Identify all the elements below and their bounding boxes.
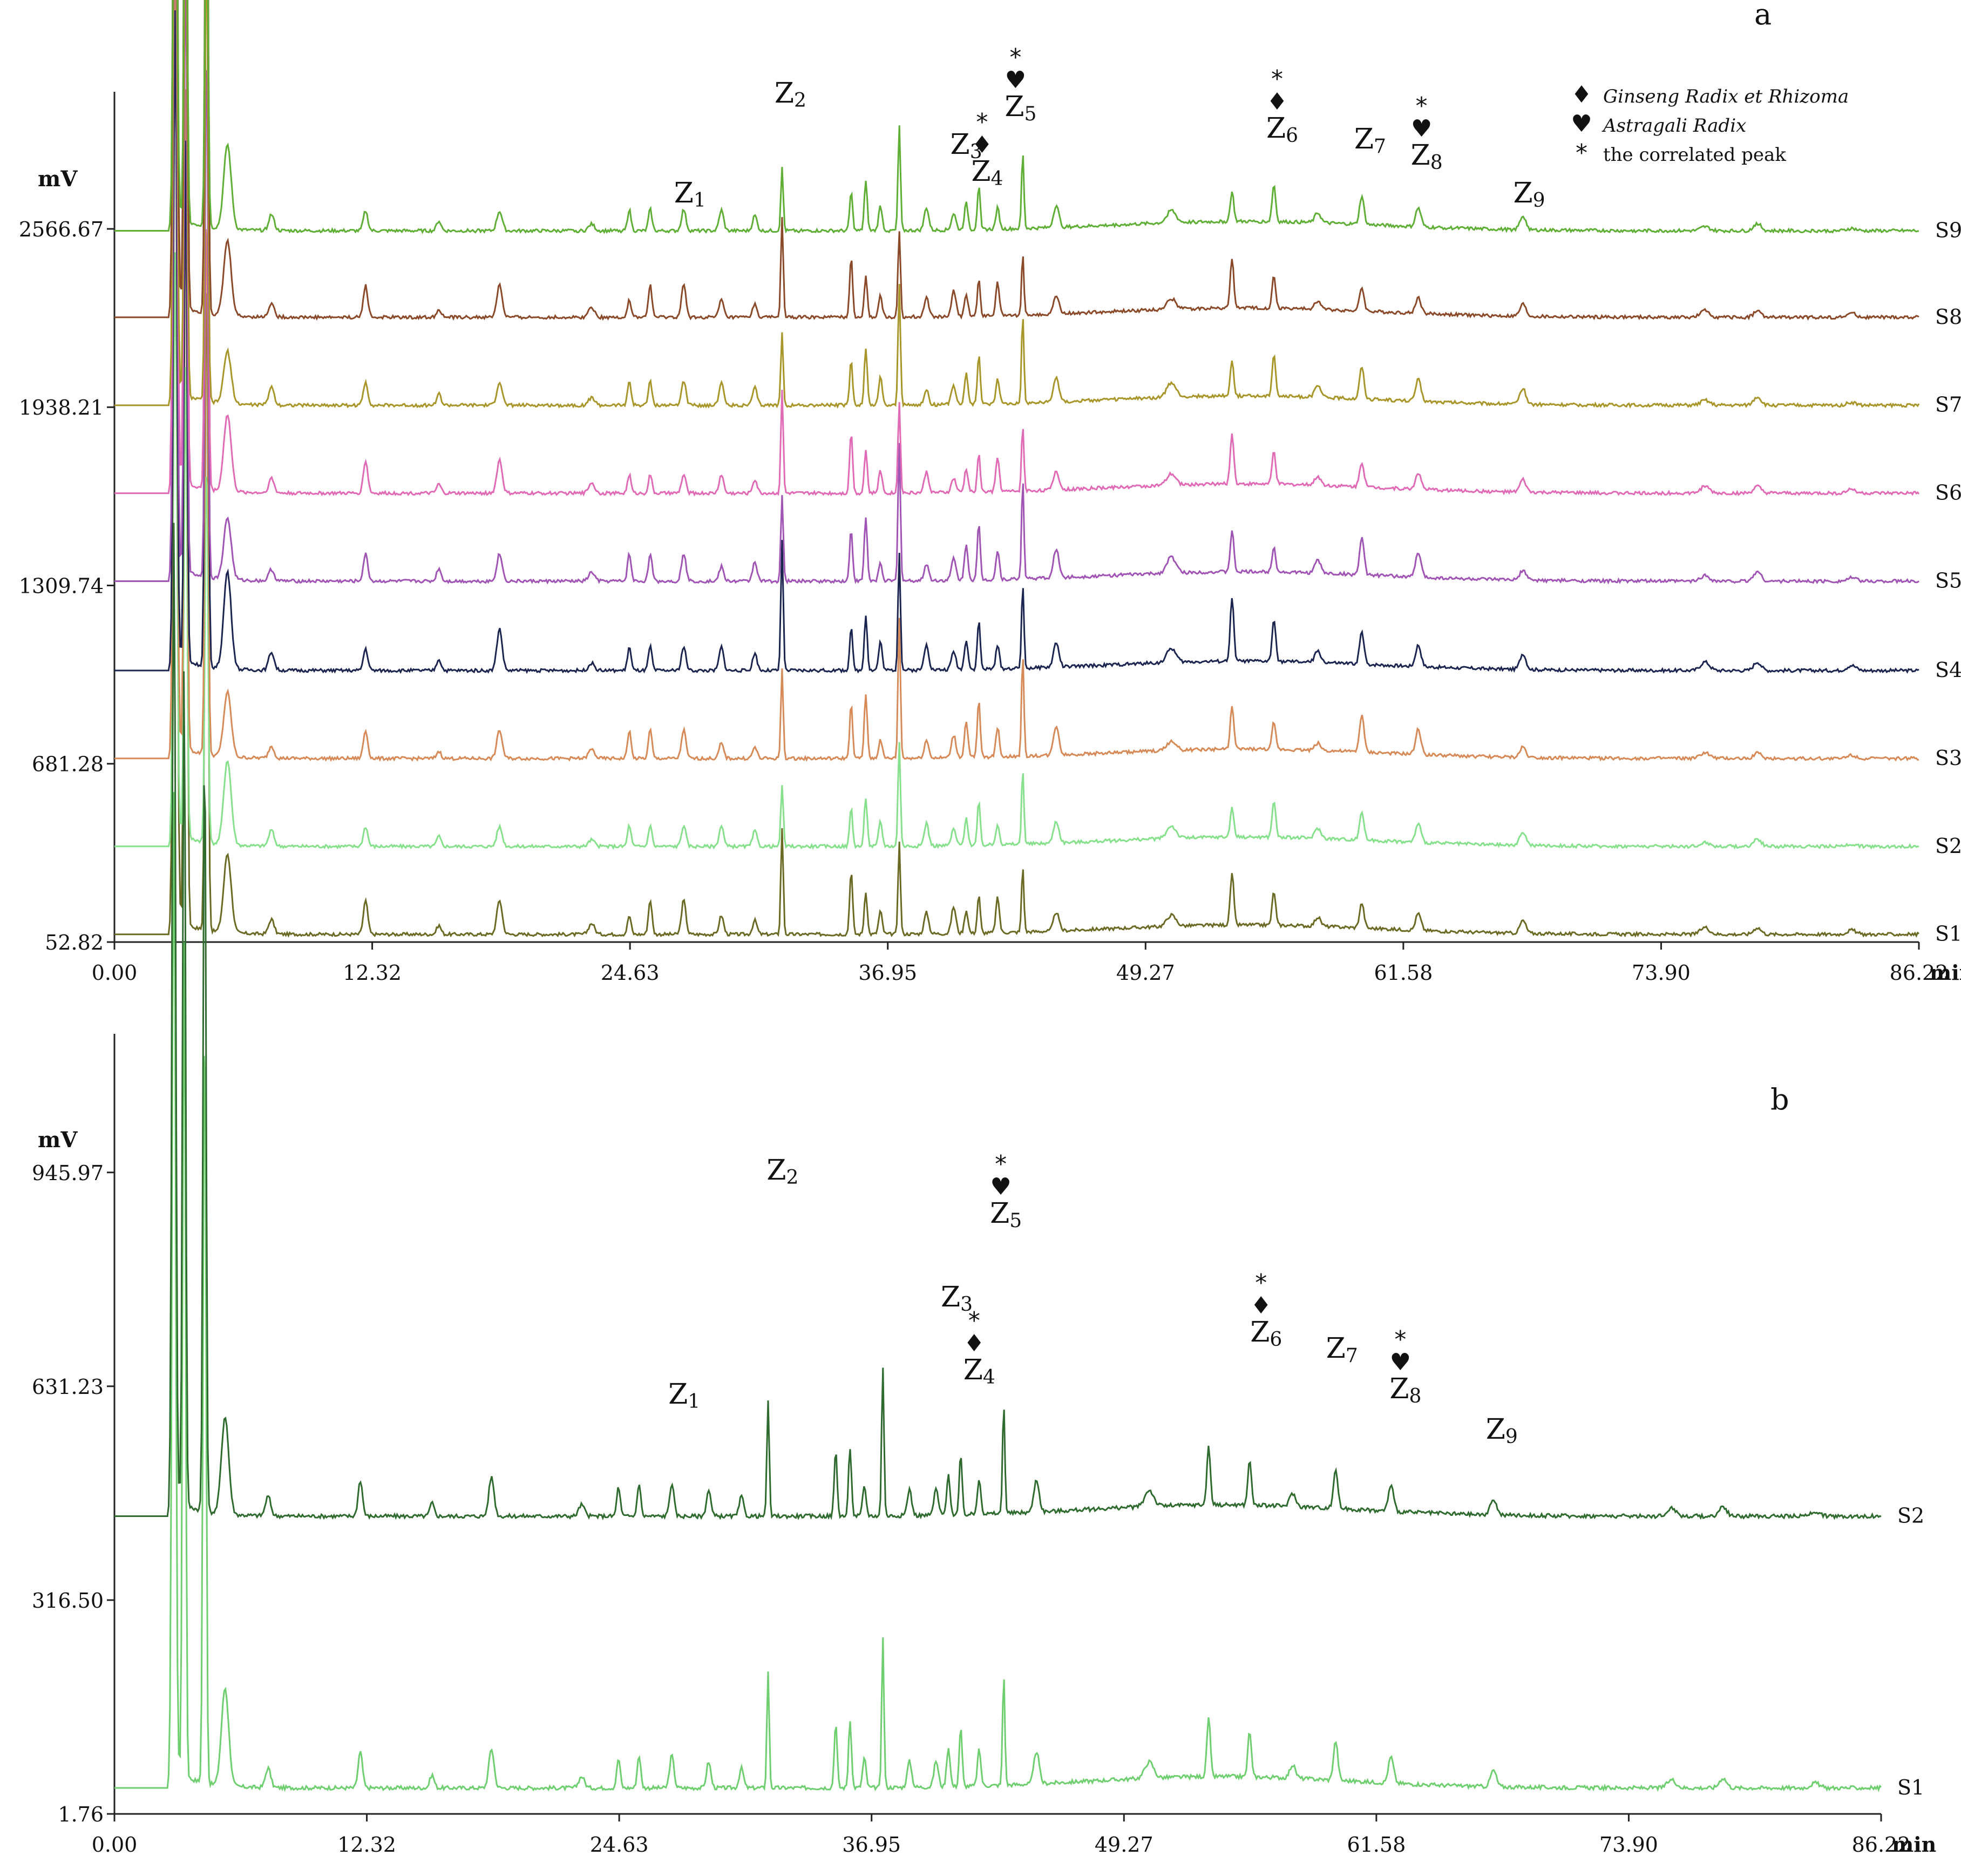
peak-marker-z5: ♥: [1005, 66, 1026, 94]
trace-label-s1: S1: [1935, 922, 1961, 946]
y-tick-label: 1938.21: [19, 396, 104, 419]
peak-marker-z6: *: [1255, 1269, 1267, 1297]
x-tick-label: 61.58: [1374, 961, 1433, 985]
x-tick-label: 49.27: [1116, 961, 1175, 985]
x-tick-label: 0.00: [92, 961, 138, 985]
trace-s6: [114, 0, 1920, 497]
trace-label-s9: S9: [1935, 218, 1961, 242]
peak-marker-z6: ♦: [1250, 1292, 1271, 1319]
peak-label-z4: Z4: [971, 155, 1003, 190]
x-tick-label: 73.90: [1599, 1833, 1658, 1857]
peak-marker-z8: *: [1416, 92, 1428, 120]
peak-label-z7: Z7: [1354, 123, 1386, 158]
trace-label-s5: S5: [1935, 568, 1961, 592]
peak-marker-z4: *: [976, 109, 988, 136]
legend-symbol: ♦: [1571, 81, 1592, 109]
x-tick-label: 24.63: [590, 1833, 649, 1857]
y-tick-label: 1.76: [58, 1803, 104, 1826]
peak-marker-z4: *: [968, 1307, 980, 1335]
peak-marker-z4: ♦: [963, 1330, 985, 1357]
panel-letter: a: [1754, 0, 1772, 31]
peak-label-z1: Z1: [674, 177, 706, 212]
trace-s2: [114, 523, 1882, 1521]
x-tick-label: 24.63: [601, 961, 660, 985]
x-tick-label: 86.22: [1890, 961, 1949, 985]
y-tick-label: 681.28: [32, 753, 104, 776]
peak-marker-z5: *: [1009, 44, 1021, 71]
peak-label-z3: Z3: [951, 128, 982, 163]
legend-text: the correlated peak: [1603, 144, 1786, 166]
trace-s2: [114, 252, 1919, 850]
trace-s3: [114, 0, 1919, 762]
peak-marker-z5: ♥: [990, 1173, 1011, 1201]
peak-label-z7: Z7: [1326, 1332, 1358, 1367]
y-axis-unit: mV: [38, 1127, 78, 1153]
x-axis-unit: min: [1930, 960, 1961, 985]
x-tick-label: 12.32: [337, 1833, 396, 1857]
peak-label-z5: Z5: [990, 1197, 1022, 1232]
trace-label-s2: S2: [1897, 1503, 1924, 1527]
x-tick-label: 36.95: [842, 1833, 901, 1857]
trace-s9: [114, 0, 1919, 234]
trace-label-s2: S2: [1935, 834, 1961, 858]
x-tick-label: 49.27: [1095, 1833, 1153, 1857]
y-tick-label: 945.97: [32, 1161, 104, 1185]
peak-marker-z8: ♥: [1390, 1349, 1411, 1376]
x-tick-label: 61.58: [1347, 1833, 1406, 1857]
x-tick-label: 12.32: [343, 961, 402, 985]
peak-marker-z4: ♦: [972, 131, 993, 159]
trace-s5: [114, 0, 1919, 585]
panel-a: 0.00 12.32 24.63 36.95 49.27 61.58 73.90 86.22m…: [19, 0, 1961, 985]
peak-label-z4: Z4: [963, 1354, 995, 1389]
y-tick-label: 52.82: [45, 931, 104, 954]
trace-label-s3: S3: [1935, 746, 1961, 770]
peak-marker-z5: *: [995, 1150, 1007, 1178]
x-tick-label: 86.22: [1852, 1833, 1911, 1857]
y-tick-label: 631.23: [32, 1375, 104, 1399]
peak-label-z8: Z8: [1411, 139, 1443, 174]
x-axis-unit: min: [1892, 1832, 1936, 1857]
y-tick-label: 316.50: [32, 1589, 104, 1613]
peak-label-z3: Z3: [941, 1281, 973, 1316]
trace-label-s8: S8: [1935, 305, 1961, 329]
trace-label-s1: S1: [1897, 1776, 1924, 1799]
peak-label-z9: Z9: [1514, 177, 1545, 212]
trace-label-s7: S7: [1935, 393, 1961, 417]
peak-label-z1: Z1: [668, 1378, 700, 1413]
peak-label-z8: Z8: [1389, 1373, 1421, 1407]
legend-text: Astragali Radix: [1602, 115, 1746, 137]
trace-s7: [114, 0, 1920, 409]
trace-s8: [114, 0, 1919, 321]
trace-label-s4: S4: [1935, 658, 1961, 682]
peak-marker-z8: ♥: [1411, 115, 1432, 143]
panel-letter: b: [1770, 1082, 1789, 1116]
trace-s1: [114, 0, 1919, 938]
legend-symbol: *: [1576, 139, 1587, 167]
panel-b: 0.00 12.32 24.63 36.95 49.27 61.58 73.90 86.22m…: [32, 523, 1936, 1857]
y-axis-unit: mV: [38, 166, 78, 192]
legend-symbol: ♥: [1571, 110, 1592, 138]
x-tick-label: 73.90: [1632, 961, 1691, 985]
y-tick-label: 2566.67: [19, 218, 104, 241]
peak-marker-z8: *: [1394, 1326, 1406, 1353]
trace-s1: [114, 791, 1882, 1792]
legend-text: Ginseng Radix et Rhizoma: [1603, 86, 1849, 107]
peak-marker-z6: ♦: [1266, 88, 1287, 116]
y-tick-label: 1309.74: [19, 574, 104, 598]
x-tick-label: 36.95: [858, 961, 917, 985]
trace-label-s6: S6: [1935, 481, 1961, 505]
peak-label-z5: Z5: [1005, 91, 1036, 125]
trace-s4: [114, 0, 1919, 674]
peak-label-z2: Z2: [766, 1154, 798, 1189]
x-tick-label: 0.00: [92, 1833, 138, 1857]
peak-label-z6: Z6: [1266, 112, 1298, 147]
peak-label-z9: Z9: [1486, 1413, 1518, 1448]
peak-label-z6: Z6: [1250, 1316, 1282, 1351]
peak-marker-z6: *: [1271, 65, 1283, 93]
peak-label-z2: Z2: [775, 77, 806, 112]
